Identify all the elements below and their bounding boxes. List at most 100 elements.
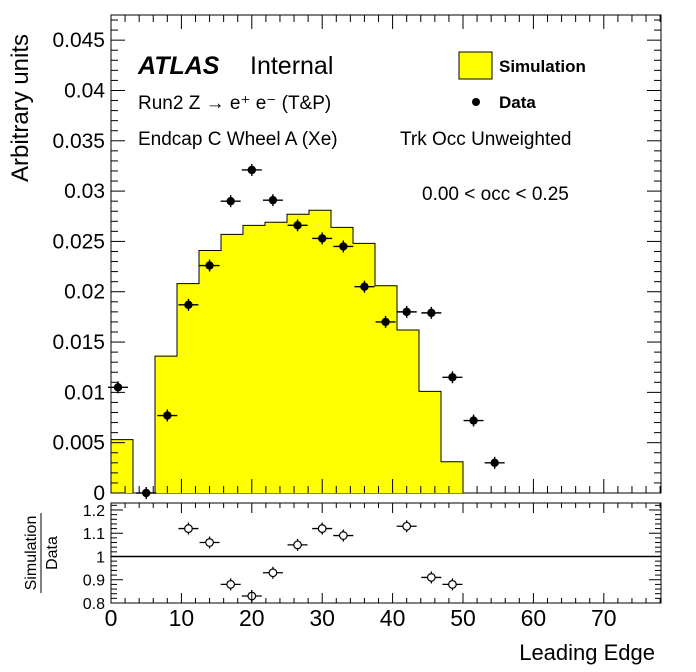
ratio-y-axis-label: Simulation Data [23, 513, 61, 593]
simulation-bin [419, 391, 441, 493]
data-point-marker [448, 373, 457, 382]
simulation-bin [111, 439, 133, 493]
x-tick-label: 50 [450, 605, 476, 631]
main-y-tick-label: 0.015 [52, 331, 105, 354]
main-y-tick-label: 0.005 [52, 432, 105, 455]
ratio-y-tick-label: 0.8 [83, 596, 105, 613]
data-point [178, 298, 199, 311]
data-point-marker [113, 383, 123, 392]
ratio-point [421, 571, 442, 584]
ratio-y-tick-label: 0.9 [83, 573, 105, 590]
ratio-point-marker [205, 538, 214, 547]
x-tick-label: 10 [169, 605, 195, 631]
weighting-label: Trk Occ Unweighted [400, 129, 571, 150]
ratio-point [287, 538, 308, 551]
data-point [287, 219, 308, 232]
data-point [421, 306, 442, 319]
ratio-point [199, 536, 220, 549]
main-y-tick-label: 0.035 [52, 130, 105, 153]
region-label: Endcap C Wheel A (Xe) [138, 129, 338, 150]
x-tick-label: 60 [521, 605, 547, 631]
data-point-marker [163, 411, 172, 420]
x-tick-label: 0 [105, 605, 118, 631]
annotations: ATLAS Internal Run2 Z → e⁺ e⁻ (T&P) Endc… [137, 52, 571, 205]
main-y-tick-label: 0.02 [64, 281, 105, 304]
ratio-point [178, 522, 199, 535]
legend-data-label: Data [499, 93, 536, 112]
main-y-tick-label: 0.025 [52, 230, 105, 253]
ratio-point [396, 520, 417, 533]
data-point-marker [339, 242, 348, 251]
main-y-tick-label: 0.04 [64, 79, 105, 102]
ratio-point [220, 578, 241, 591]
atlas-label: ATLAS [137, 52, 220, 80]
data-point-marker [490, 458, 499, 468]
data-points [108, 163, 505, 499]
data-point [396, 305, 417, 318]
internal-label: Internal [250, 52, 333, 80]
simulation-histogram [110, 209, 464, 494]
main-axis-ticks [110, 15, 661, 494]
data-point-marker [247, 165, 256, 175]
main-y-tick-label: 0 [93, 482, 105, 505]
occupancy-label: 0.00 < occ < 0.25 [422, 184, 569, 205]
ratio-point-marker [338, 531, 348, 540]
run-label: Run2 Z → e⁺ e⁻ (T&P) [138, 93, 331, 114]
data-point [375, 315, 396, 328]
ratio-points [178, 520, 463, 603]
ratio-point [333, 529, 354, 542]
simulation-bin [397, 329, 419, 493]
data-point [354, 280, 375, 293]
data-point-marker [402, 307, 411, 317]
legend-simulation-swatch [458, 51, 493, 80]
y-axis-label: Arbitrary units [7, 34, 34, 182]
main-y-tick-label: 0.01 [64, 381, 105, 404]
data-point-marker [142, 488, 151, 498]
legend-data-marker [472, 98, 480, 106]
simulation-bin [353, 243, 375, 493]
data-point-marker [469, 416, 478, 425]
x-tick-label: 20 [239, 605, 265, 631]
simulation-bin [155, 356, 177, 493]
simulation-bin [441, 461, 463, 493]
data-point [108, 381, 129, 394]
x-axis-label: Leading Edge [519, 640, 655, 665]
ratio-point [312, 522, 333, 535]
simulation-outline [110, 209, 464, 494]
data-point [157, 409, 178, 422]
legend-simulation-label: Simulation [499, 57, 586, 76]
ratio-panel: 0.8 0.9 1 1.1 1.2 0 10 20 30 40 50 60 70 [83, 502, 662, 631]
ratio-y-tick-label: 1.1 [83, 526, 105, 543]
legend: Simulation Data [458, 51, 586, 112]
ratio-point-marker [317, 524, 327, 533]
data-point [484, 456, 505, 469]
main-y-tick-label: 0.045 [52, 29, 105, 52]
main-panel: 0 0.005 0.01 0.015 0.02 0.025 0.03 0.035 0.04 0.0… [52, 14, 662, 505]
ratio-label-numerator: Simulation [23, 516, 40, 591]
data-point [333, 240, 354, 253]
ratio-axis-ticks [110, 503, 661, 604]
data-point-marker [268, 195, 278, 205]
ratio-point-marker [184, 524, 193, 533]
simulation-bin [265, 222, 287, 493]
data-point [312, 232, 333, 245]
data-point-marker [226, 196, 235, 206]
ratio-y-tick-label: 1 [96, 549, 105, 566]
main-y-tick-labels: 0 0.005 0.01 0.015 0.02 0.025 0.03 0.035 0.04 0.0… [52, 29, 105, 505]
x-tick-labels: 0 10 20 30 40 50 60 70 [105, 605, 617, 631]
simulation-bin [331, 227, 353, 493]
data-point [241, 163, 262, 176]
data-point-marker [360, 282, 369, 291]
data-point [220, 195, 241, 208]
data-point-marker [381, 317, 390, 327]
ratio-point [262, 566, 283, 579]
ratio-point-marker [426, 573, 436, 582]
data-point-marker [205, 261, 214, 270]
simulation-bin [177, 283, 199, 493]
data-point [442, 371, 463, 384]
data-point-marker [293, 221, 302, 230]
ratio-plot-frame [110, 502, 662, 604]
ratio-point [442, 578, 463, 591]
ratio-point-marker [448, 579, 457, 589]
